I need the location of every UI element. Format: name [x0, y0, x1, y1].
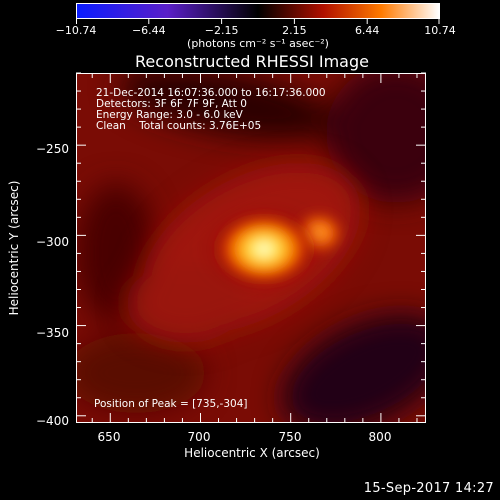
x-axis-label: Heliocentric X (arcsec) [184, 446, 320, 460]
x-tick-label: 800 [368, 430, 392, 444]
time-range-text: 21-Dec-2014 16:07:36.000 to 16:17:36.000 [96, 87, 326, 99]
colorbar-label: −10.74 [55, 24, 97, 37]
rhessi-image-svg [76, 73, 426, 423]
clean-total-counts-text: Clean Total counts: 3.76E+05 [96, 120, 262, 132]
x-tick-label: 650 [97, 430, 121, 444]
timestamp: 15-Sep-2017 14:27 [363, 481, 494, 496]
x-tick-label: 750 [278, 430, 302, 444]
peak-source [218, 215, 310, 283]
peak-position-text: Position of Peak = [735,-304] [94, 398, 248, 410]
plot-title: Reconstructed RHESSI Image [135, 52, 369, 71]
axis-ticks [76, 72, 426, 423]
colorbar-ticks [76, 19, 440, 24]
y-tick-label: −250 [36, 142, 69, 156]
y-tick-label: −300 [36, 235, 69, 249]
colorbar [76, 3, 440, 19]
colorbar-label: −6.44 [131, 24, 166, 37]
colorbar-label: 6.44 [354, 24, 380, 37]
energy-range-text: Energy Range: 3.0 - 6.0 keV [96, 109, 243, 121]
detectors-text: Detectors: 3F 6F 7F 9F, Att 0 [96, 98, 247, 110]
rhessi-image [76, 73, 426, 423]
colorbar-label: 10.74 [424, 24, 456, 37]
y-tick-label: −350 [36, 326, 69, 340]
colorbar-units: (photons cm⁻² s⁻¹ asec⁻²) [187, 37, 329, 50]
colorbar-label: 2.15 [282, 24, 307, 37]
y-tick-label: −400 [36, 414, 69, 428]
y-axis-label: Heliocentric Y (arcsec) [7, 180, 21, 316]
colorbar-label: −2.15 [204, 24, 239, 37]
x-tick-label: 700 [187, 430, 211, 444]
